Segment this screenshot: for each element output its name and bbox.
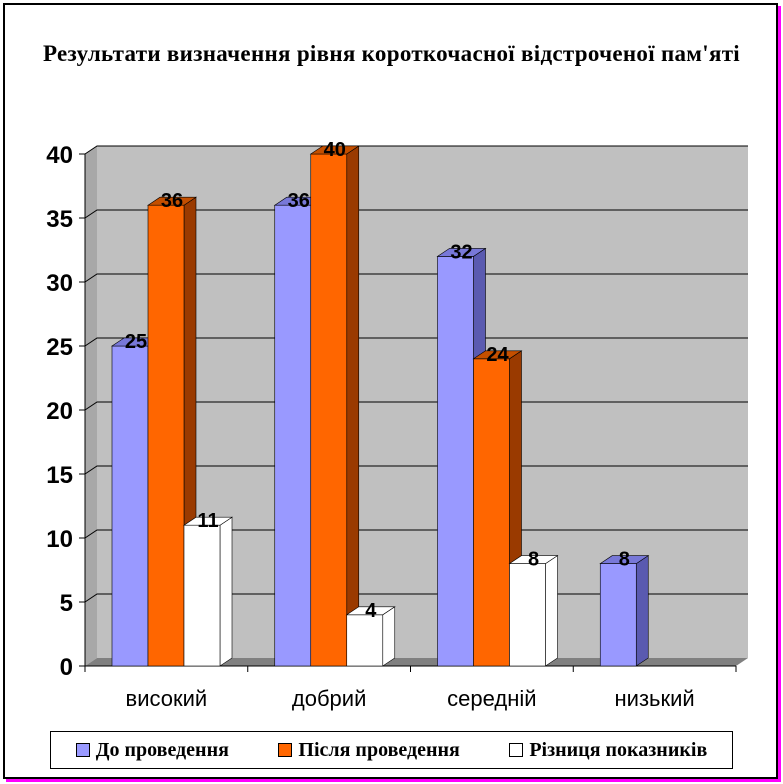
bar bbox=[599, 563, 637, 667]
y-tick-label: 20 bbox=[46, 398, 73, 425]
data-label: 11 bbox=[197, 510, 218, 532]
x-tick-label: добрий bbox=[292, 686, 367, 711]
bar bbox=[509, 563, 546, 667]
bar bbox=[183, 524, 221, 667]
legend-label-before: До проведення bbox=[95, 738, 229, 761]
y-tick-label: 5 bbox=[60, 590, 73, 617]
bar-top bbox=[345, 606, 396, 616]
gridline bbox=[84, 209, 748, 219]
data-label: 40 bbox=[324, 139, 346, 161]
y-tick-label: 40 bbox=[46, 142, 73, 169]
bar-top bbox=[599, 555, 650, 564]
bar bbox=[147, 204, 185, 667]
data-label: 36 bbox=[161, 190, 183, 212]
data-label: 36 bbox=[288, 190, 310, 212]
plot-floor bbox=[85, 658, 748, 666]
legend-item-before: До проведення bbox=[75, 738, 229, 762]
bar bbox=[274, 204, 312, 667]
gridline bbox=[84, 401, 748, 411]
data-label: 25 bbox=[125, 331, 147, 353]
legend-label-difference: Різниця показників bbox=[529, 738, 708, 761]
x-tick-label: низький bbox=[615, 686, 695, 711]
legend: До проведення Після проведення Різниця п… bbox=[50, 731, 733, 769]
data-label: 8 bbox=[528, 549, 539, 571]
bar bbox=[346, 614, 384, 667]
legend-swatch-after bbox=[278, 743, 293, 757]
legend-label-after: Після проведення bbox=[298, 738, 460, 761]
data-label: 8 bbox=[619, 549, 630, 571]
legend-item-after: Після проведення bbox=[278, 738, 460, 762]
bar-top bbox=[472, 350, 523, 360]
gridline bbox=[84, 273, 748, 283]
y-tick-label: 0 bbox=[60, 654, 73, 681]
legend-swatch-difference bbox=[509, 743, 524, 757]
gridline bbox=[84, 337, 748, 347]
bar-side bbox=[346, 145, 360, 667]
legend-swatch-before bbox=[75, 743, 90, 757]
bar-chart: 0 5 10 15 20 25 30 35 40 високий добрий середній низ… bbox=[46, 139, 748, 711]
bar-side bbox=[635, 555, 649, 667]
bar-side bbox=[382, 606, 396, 667]
bar-top bbox=[309, 145, 360, 155]
data-label: 4 bbox=[365, 600, 377, 622]
x-tick-label: середній bbox=[447, 686, 536, 711]
bar-top bbox=[147, 196, 197, 206]
data-label: 32 bbox=[450, 241, 472, 263]
bar bbox=[310, 153, 348, 667]
legend-item-difference: Різниця показників bbox=[509, 739, 707, 762]
y-tick-label: 15 bbox=[46, 462, 73, 489]
bar-top bbox=[183, 516, 233, 526]
bar bbox=[111, 345, 149, 667]
bar bbox=[437, 256, 474, 667]
y-tick-label: 30 bbox=[46, 270, 73, 297]
data-label: 24 bbox=[486, 344, 509, 366]
gridline bbox=[84, 465, 748, 475]
y-tick-label: 10 bbox=[46, 526, 73, 553]
bar-side bbox=[545, 555, 558, 667]
bar bbox=[473, 358, 510, 667]
y-tick-label: 25 bbox=[46, 334, 73, 361]
chart-title: Результати визначення рівня короткочасно… bbox=[43, 41, 740, 66]
gridline bbox=[84, 529, 748, 539]
bar-top bbox=[436, 248, 487, 257]
bar-side bbox=[219, 516, 233, 667]
gridline bbox=[84, 145, 748, 155]
y-tick-label: 35 bbox=[46, 206, 73, 233]
x-tick-label: високий bbox=[126, 686, 208, 711]
bar-top bbox=[508, 555, 559, 564]
